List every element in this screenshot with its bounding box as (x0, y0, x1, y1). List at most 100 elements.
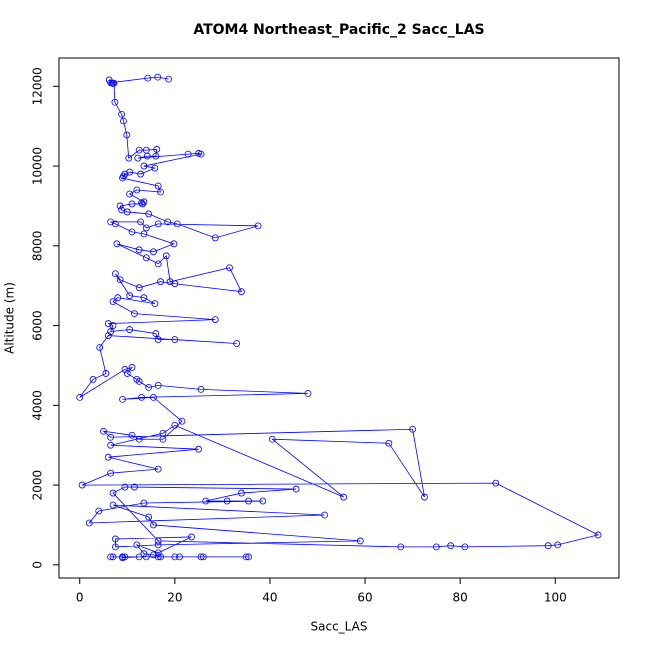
point (199, 553, 207, 561)
point (119, 174, 126, 182)
point (197, 553, 205, 561)
point (150, 551, 157, 559)
point (153, 145, 161, 153)
point (226, 264, 233, 272)
point (128, 200, 136, 208)
point (245, 553, 252, 561)
point (356, 537, 364, 545)
point (154, 549, 162, 557)
x-tick-label: 0 (76, 591, 84, 605)
point (140, 162, 148, 170)
point (397, 543, 405, 551)
point (145, 513, 153, 521)
point (268, 435, 276, 443)
point (134, 154, 142, 162)
point (154, 381, 162, 389)
point (111, 98, 119, 106)
point (254, 222, 262, 230)
y-tick-label: 0 (31, 561, 45, 569)
point (105, 76, 113, 84)
point (171, 280, 179, 288)
point (157, 553, 164, 561)
point (96, 344, 104, 351)
point (140, 230, 148, 238)
point (143, 152, 151, 160)
point (114, 294, 122, 302)
point (184, 150, 192, 158)
point (144, 74, 152, 82)
point (154, 336, 162, 343)
point (157, 278, 164, 286)
point (111, 535, 119, 543)
point (107, 441, 115, 449)
point (138, 393, 145, 401)
point (145, 383, 153, 391)
y-tick-label: 12000 (31, 67, 45, 105)
y-axis-label: Altitude (m) (3, 282, 17, 354)
point (157, 188, 164, 196)
point (554, 541, 562, 549)
point (139, 200, 146, 208)
point (223, 497, 231, 505)
point (104, 332, 112, 339)
point (544, 542, 552, 550)
point (128, 228, 136, 236)
point (432, 543, 440, 551)
x-tick-label: 20 (167, 591, 182, 605)
point (142, 254, 150, 262)
point (126, 168, 134, 176)
point (110, 79, 118, 87)
point (109, 322, 117, 329)
point (109, 489, 117, 497)
point (447, 542, 455, 550)
point (135, 146, 143, 154)
point (211, 234, 219, 242)
point (135, 378, 143, 385)
point (123, 208, 131, 216)
point (150, 393, 157, 401)
point (121, 366, 129, 373)
point (133, 186, 141, 194)
point (150, 248, 157, 256)
point (140, 294, 148, 302)
point (421, 493, 428, 501)
point (128, 364, 136, 371)
y-tick-label: 4000 (31, 390, 45, 421)
point (171, 421, 179, 429)
point (138, 199, 145, 207)
point (151, 164, 159, 172)
point (171, 336, 179, 343)
point (492, 479, 500, 487)
point (304, 389, 312, 397)
point (135, 553, 143, 561)
point (154, 220, 162, 228)
point (340, 493, 348, 501)
point (125, 154, 133, 162)
point (197, 150, 205, 158)
point (113, 240, 121, 248)
point (128, 431, 136, 439)
point (178, 417, 186, 425)
point (121, 483, 129, 491)
point (109, 553, 117, 561)
point (104, 453, 112, 461)
point (140, 499, 148, 507)
point (131, 483, 138, 491)
point (89, 376, 97, 383)
y-tick-label: 2000 (31, 470, 45, 501)
point (133, 376, 141, 383)
point (238, 489, 245, 497)
point (126, 292, 134, 300)
point (154, 182, 162, 190)
point (126, 326, 134, 333)
point (152, 330, 160, 337)
point (165, 75, 173, 83)
point (118, 110, 125, 118)
series-line (79, 76, 600, 559)
point (170, 240, 178, 248)
point (152, 152, 160, 160)
point (135, 284, 143, 292)
point (120, 117, 127, 125)
y-tick-label: 8000 (31, 231, 45, 262)
point (123, 131, 131, 139)
